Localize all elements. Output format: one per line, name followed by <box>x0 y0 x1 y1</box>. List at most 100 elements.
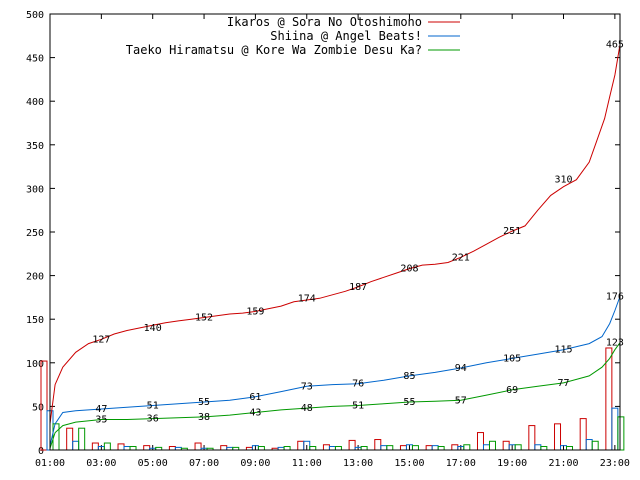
y-tick-label: 100 <box>26 359 44 370</box>
data-label: 85 <box>403 371 415 382</box>
y-tick-label: 450 <box>26 54 44 65</box>
y-tick-label: 400 <box>26 97 44 108</box>
bar <box>411 445 419 451</box>
bar <box>611 407 619 451</box>
bar <box>579 418 587 451</box>
data-label: 55 <box>403 397 415 408</box>
bar <box>605 347 613 451</box>
y-tick-label: 0 <box>38 446 44 457</box>
x-tick-label: 23:00 <box>600 458 630 469</box>
bar <box>591 440 599 451</box>
bar <box>617 416 625 451</box>
data-label: 47 <box>95 404 107 415</box>
data-label: 159 <box>246 306 264 317</box>
data-label: 35 <box>95 414 107 425</box>
series-line <box>49 342 621 449</box>
plot-frame <box>49 13 621 451</box>
bar <box>220 445 228 451</box>
bar <box>297 440 305 451</box>
data-label: 36 <box>147 414 159 425</box>
data-label: 123 <box>606 338 624 349</box>
bar <box>348 439 356 451</box>
data-label: 187 <box>349 282 367 293</box>
series-line <box>49 44 621 424</box>
bar <box>476 432 484 451</box>
data-label: 105 <box>503 353 521 364</box>
x-tick-label: 19:00 <box>497 458 527 469</box>
x-tick-label: 13:00 <box>343 458 373 469</box>
line-series-group <box>49 44 621 449</box>
y-tick-label: 500 <box>26 10 44 21</box>
bar <box>514 444 522 451</box>
data-label: 127 <box>92 334 110 345</box>
bar-series-group <box>40 347 625 451</box>
x-tick-label: 07:00 <box>189 458 219 469</box>
data-label: 48 <box>301 403 313 414</box>
bar <box>334 446 342 451</box>
bar <box>399 445 407 451</box>
bar <box>78 427 86 451</box>
data-label: 51 <box>147 401 159 412</box>
bar <box>328 446 336 451</box>
bar <box>91 442 99 451</box>
bar <box>129 446 137 451</box>
y-tick-label: 300 <box>26 184 44 195</box>
bar <box>72 440 80 451</box>
data-label: 94 <box>455 363 467 374</box>
data-label: 69 <box>506 385 518 396</box>
data-label: 152 <box>195 312 213 323</box>
legend-label: Taeko Hiramatsu @ Kore Wa Zombie Desu Ka… <box>126 43 422 57</box>
bar <box>168 446 176 451</box>
data-label: 61 <box>249 392 261 403</box>
y-tick-label: 200 <box>26 272 44 283</box>
bar <box>194 442 202 451</box>
bar <box>585 439 593 451</box>
y-tick-label: 150 <box>26 315 44 326</box>
x-tick-label: 01:00 <box>35 458 65 469</box>
series-line <box>49 296 621 446</box>
legend-label: Shiina @ Angel Beats! <box>270 29 422 43</box>
x-tick-label: 17:00 <box>446 458 476 469</box>
x-tick-label: 09:00 <box>240 458 270 469</box>
bar <box>463 444 471 451</box>
data-label: 77 <box>557 378 569 389</box>
bar <box>488 440 496 451</box>
data-label: 174 <box>298 293 316 304</box>
data-label: 76 <box>352 379 364 390</box>
bar <box>534 444 542 451</box>
bar <box>451 444 459 451</box>
y-tick-label: 250 <box>26 228 44 239</box>
bar <box>566 446 574 451</box>
data-label: 251 <box>503 226 521 237</box>
legend-label: Ikaros @ Sora No Otoshimono <box>227 15 422 29</box>
bar <box>309 446 317 451</box>
data-label: 115 <box>554 345 572 356</box>
bar <box>380 445 388 451</box>
bar <box>554 423 562 451</box>
data-label: 73 <box>301 381 313 392</box>
bar <box>482 444 490 451</box>
y-axis: 0 50 100 150 200 250 300 350 400 450 500 <box>26 10 620 457</box>
data-label: 176 <box>606 292 624 303</box>
data-label: 51 <box>352 401 364 412</box>
bar <box>540 446 548 451</box>
x-tick-label: 11:00 <box>292 458 322 469</box>
data-label: 43 <box>249 408 261 419</box>
data-label: 221 <box>452 252 470 263</box>
bar <box>117 443 125 451</box>
data-label: 465 <box>606 40 624 51</box>
x-tick-label: 21:00 <box>548 458 578 469</box>
y-tick-label: 50 <box>32 402 44 413</box>
bar <box>374 439 382 451</box>
bar <box>40 360 48 451</box>
data-label: 310 <box>554 175 572 186</box>
bar <box>283 446 291 451</box>
x-tick-label: 15:00 <box>394 458 424 469</box>
bar <box>257 446 265 451</box>
bar <box>123 446 131 451</box>
data-label: 38 <box>198 412 210 423</box>
bar <box>502 440 510 451</box>
bar <box>360 446 368 451</box>
